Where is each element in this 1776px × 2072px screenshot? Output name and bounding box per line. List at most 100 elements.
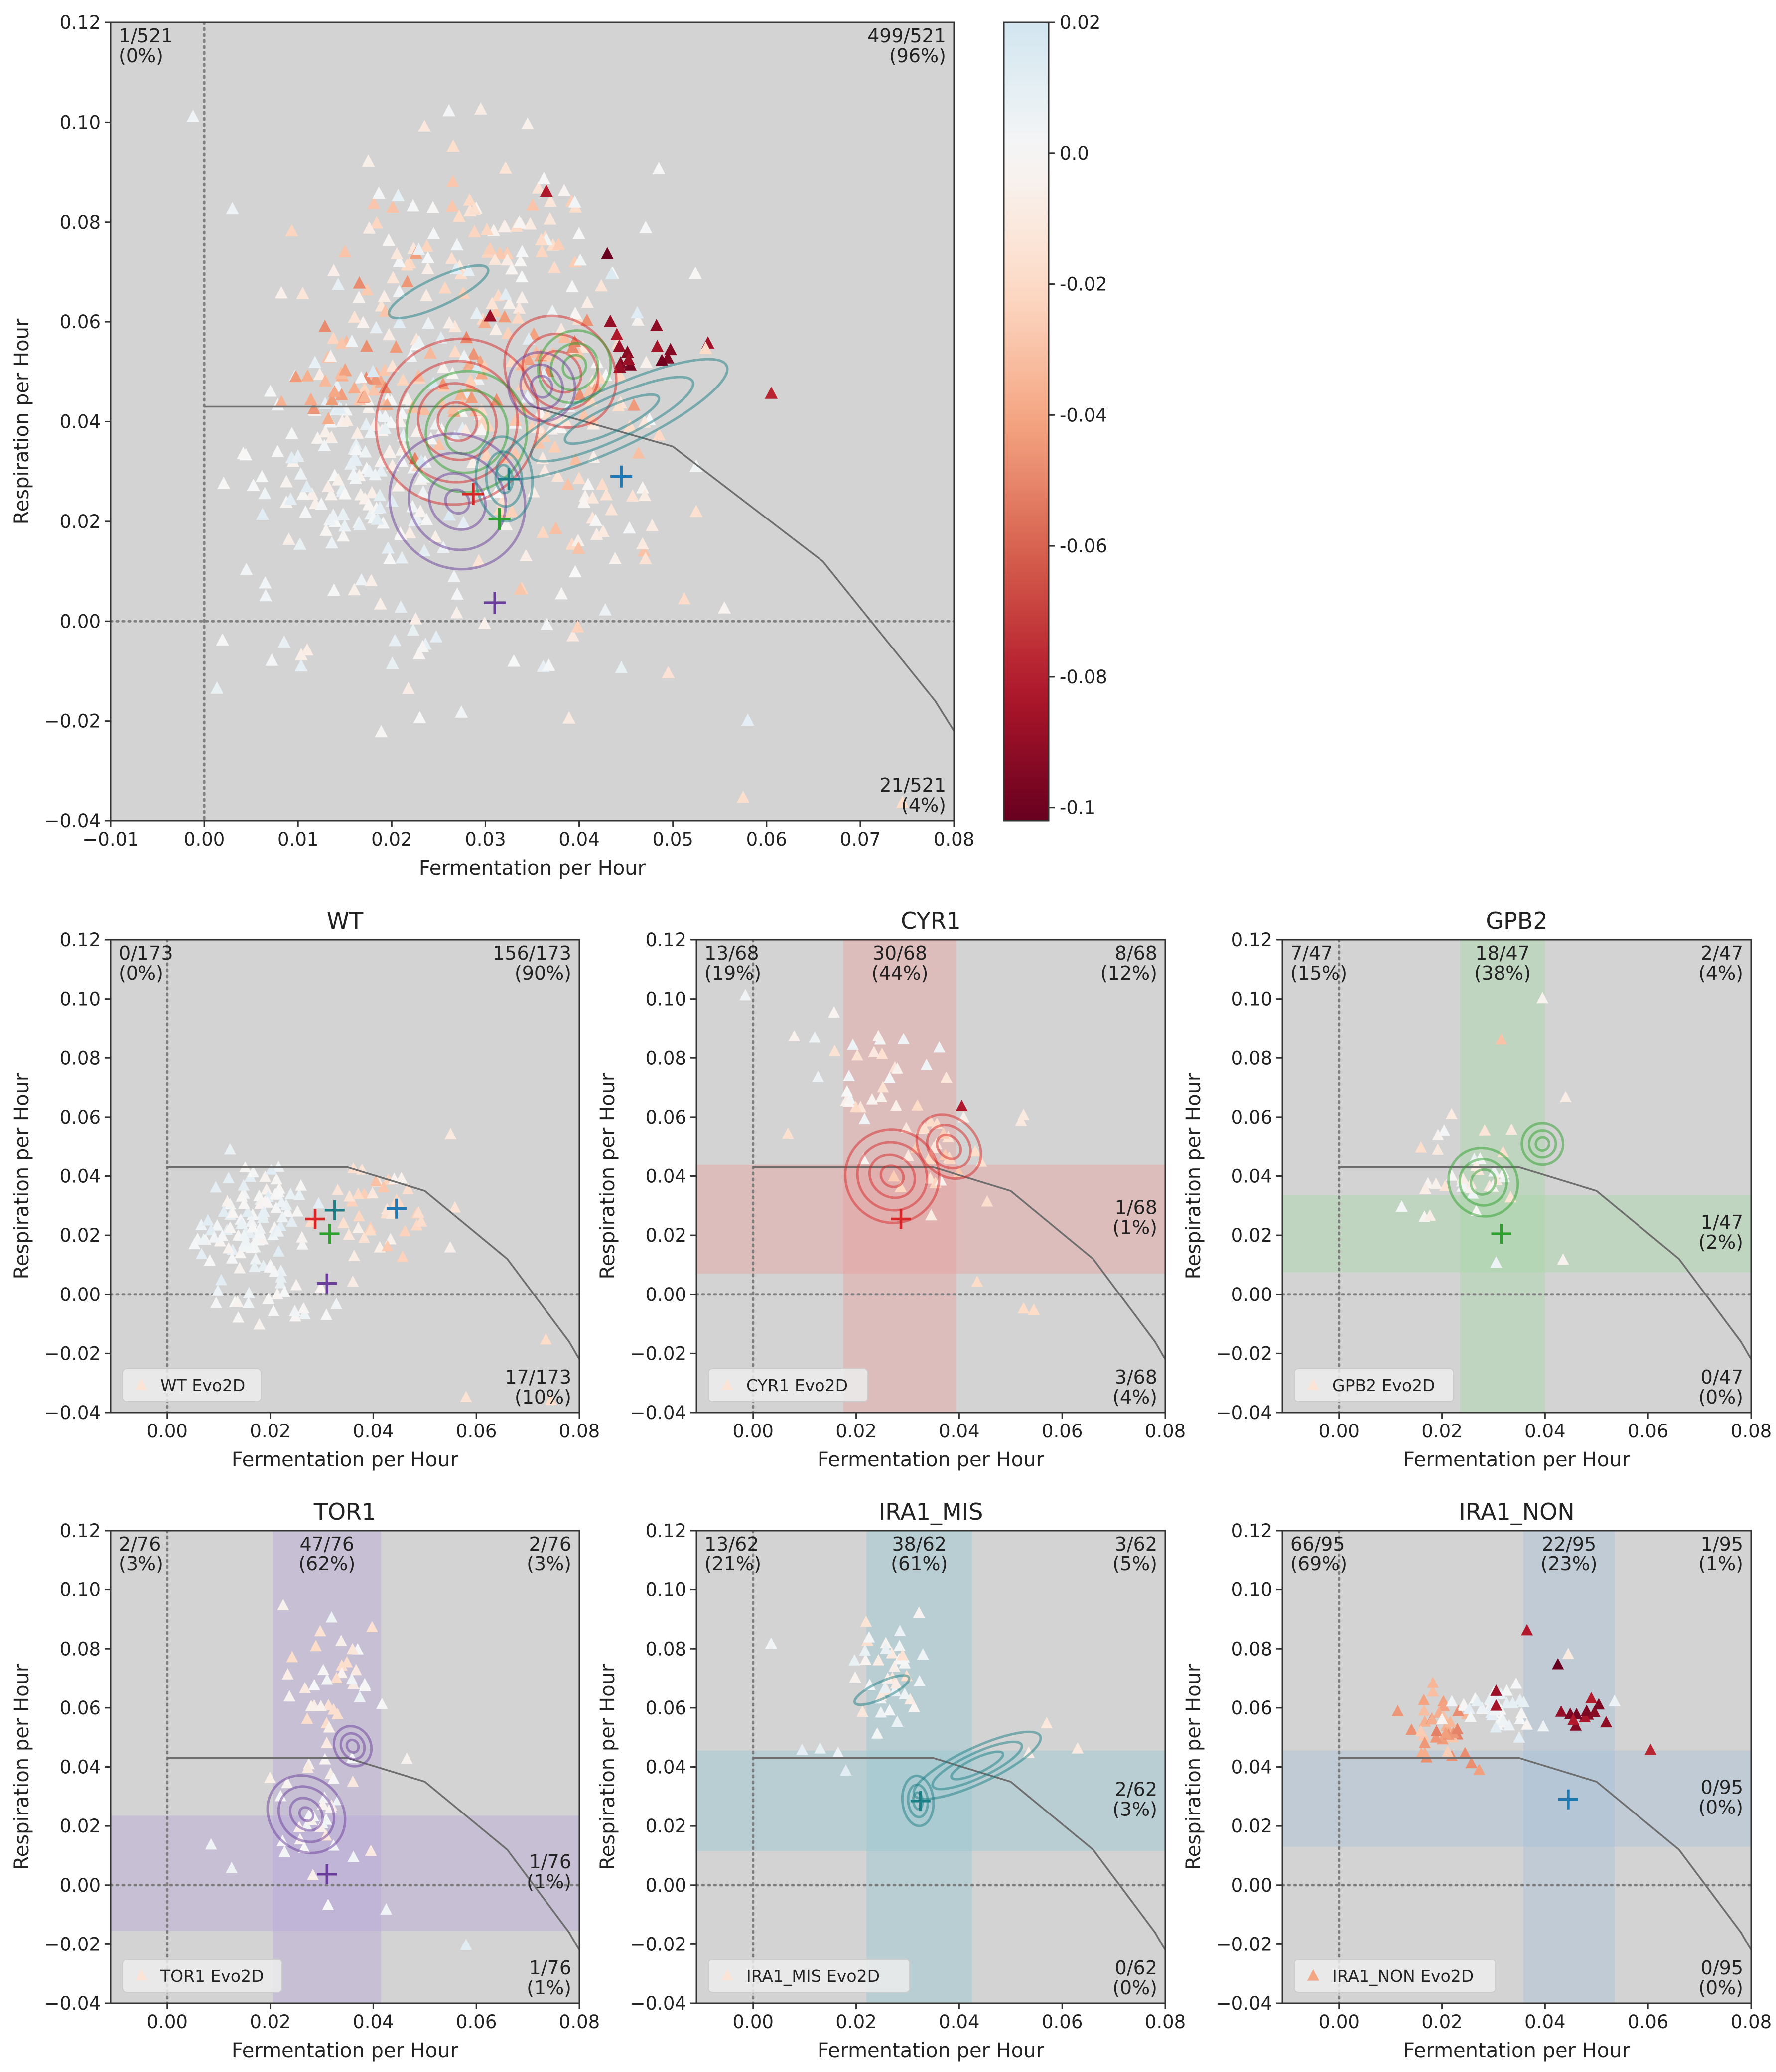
data-point (344, 457, 358, 470)
data-point (325, 393, 339, 406)
data-point (639, 221, 653, 233)
data-point (589, 514, 602, 526)
data-point (424, 346, 437, 359)
data-point (540, 184, 553, 197)
data-point (449, 1201, 461, 1213)
data-point (445, 199, 459, 212)
data-point (401, 275, 414, 287)
data-point (577, 495, 590, 508)
data-point (442, 104, 456, 117)
density-contour (1520, 1122, 1565, 1166)
count-middle-right: (2%) (1698, 1231, 1743, 1253)
count-top-middle: (62%) (298, 1553, 355, 1575)
count-top-right: (90%) (515, 962, 571, 984)
data-point (1501, 1684, 1513, 1696)
data-point (288, 1305, 301, 1316)
data-point (346, 1673, 358, 1685)
data-point (355, 371, 368, 384)
data-point (222, 1172, 235, 1184)
legend-box (122, 1959, 282, 1993)
ancestor-cross-tor1 (484, 592, 506, 614)
data-point (290, 1279, 302, 1291)
data-point (1415, 1141, 1427, 1153)
data-point (1430, 1725, 1443, 1737)
data-point (298, 1841, 310, 1853)
data-point (573, 388, 586, 400)
data-point (378, 1181, 390, 1192)
data-point (366, 365, 380, 377)
data-point (417, 402, 431, 415)
data-point (605, 503, 618, 516)
data-point (365, 486, 379, 499)
data-point (324, 349, 337, 362)
horizontal-band (1282, 1750, 1751, 1847)
data-point (598, 603, 612, 616)
data-point (312, 1197, 325, 1209)
x-tick-label: 0.02 (1421, 2011, 1462, 2033)
data-point (340, 413, 354, 426)
data-point (412, 335, 426, 348)
data-point (407, 199, 420, 212)
data-point (227, 1206, 239, 1218)
ancestor-cross-gpb2 (488, 508, 511, 530)
y-tick-label: 0.08 (60, 212, 101, 233)
pareto-front-line (1339, 1166, 1751, 1360)
count-top-left: (69%) (1290, 1553, 1347, 1575)
data-point (319, 523, 333, 536)
y-tick-label: 0.12 (60, 1520, 101, 1542)
data-point (253, 1318, 266, 1330)
data-point (920, 1058, 933, 1070)
data-point (1470, 1160, 1482, 1171)
data-point (308, 356, 322, 368)
data-point (483, 309, 497, 322)
data-point (645, 518, 659, 531)
data-point (388, 634, 402, 647)
data-point (600, 247, 614, 259)
data-point (238, 1179, 250, 1191)
data-point (348, 583, 361, 596)
count-top-middle: 30/68 (873, 942, 928, 964)
data-point (637, 544, 651, 557)
y-tick-label: −0.04 (44, 1993, 101, 2014)
data-point (347, 1850, 360, 1862)
data-point (335, 1635, 347, 1646)
data-point (420, 239, 433, 252)
count-bottom-right: 0/47 (1701, 1366, 1743, 1388)
data-point (809, 1031, 821, 1043)
y-tick-label: 0.00 (1231, 1284, 1272, 1305)
data-point (346, 1643, 359, 1655)
legend-marker (721, 1969, 733, 1981)
data-point (317, 1664, 329, 1676)
data-point (265, 653, 278, 666)
y-tick-label: 0.06 (60, 1697, 101, 1719)
count-middle-right: 1/47 (1701, 1211, 1743, 1233)
data-point (296, 1231, 308, 1243)
x-tick-label: 0.06 (1628, 2011, 1668, 2033)
data-point (1444, 1715, 1457, 1727)
data-point (260, 1183, 273, 1195)
data-point (402, 1182, 414, 1194)
plot-background (111, 940, 579, 1413)
x-tick-label: 0.02 (1421, 1421, 1462, 1442)
data-point (325, 430, 338, 443)
data-point (285, 1215, 298, 1227)
data-point (322, 1898, 334, 1910)
data-point (571, 620, 584, 633)
data-point (483, 242, 497, 255)
data-point (462, 357, 476, 370)
colorbar-tick-label: -0.06 (1060, 535, 1107, 557)
data-point (243, 1287, 255, 1298)
data-point (1495, 1033, 1507, 1045)
data-point (224, 1143, 236, 1155)
data-point (318, 439, 331, 451)
data-point (460, 1939, 472, 1950)
data-point (1521, 1718, 1533, 1730)
y-tick-label: −0.04 (1216, 1402, 1272, 1424)
data-point (341, 1656, 353, 1668)
density-contour (563, 393, 661, 445)
y-axis-label: Respiration per Hour (10, 318, 33, 524)
data-point (345, 334, 359, 347)
y-axis-label: Respiration per Hour (596, 1073, 619, 1279)
ancestor-cross-gpb2 (1491, 1224, 1511, 1244)
data-point (842, 1095, 855, 1107)
